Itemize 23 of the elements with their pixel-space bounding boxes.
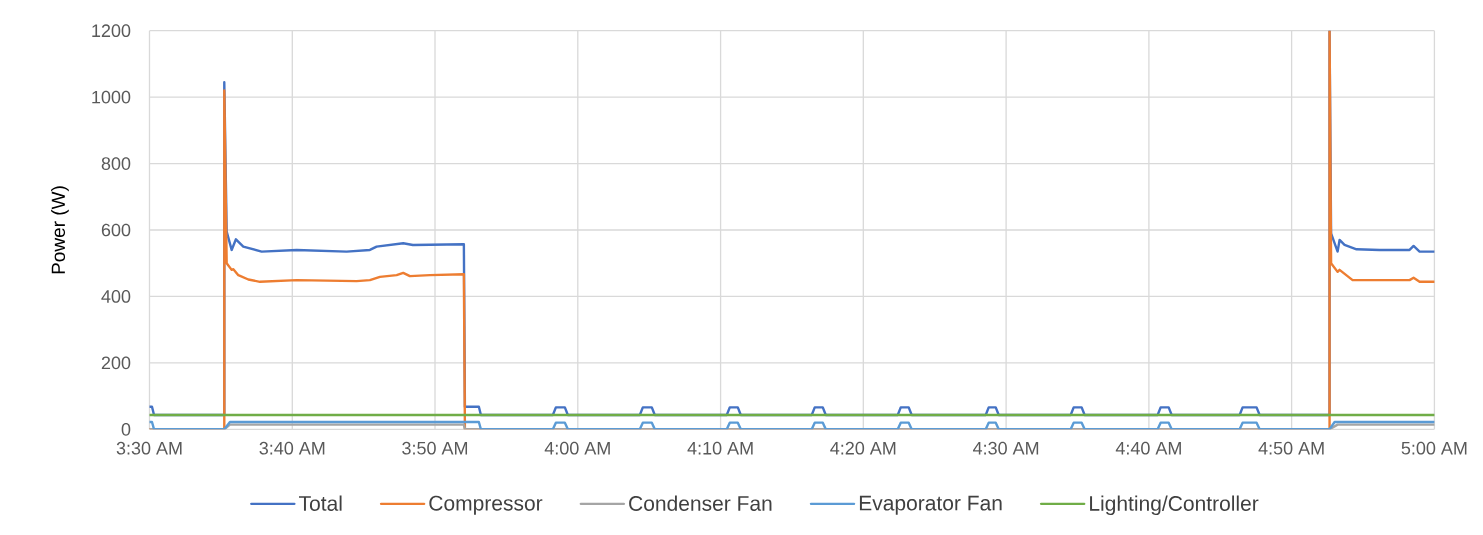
x-tick-label: 4:10 AM (687, 441, 753, 455)
x-tick-label: 4:50 AM (1258, 441, 1324, 455)
x-tick-label: 4:40 AM (1115, 441, 1181, 455)
y-tick-label: 1000 (92, 90, 131, 104)
x-tick-label: 3:40 AM (259, 441, 325, 455)
legend-label: Condenser Fan (629, 495, 772, 511)
x-tick-label: 3:30 AM (116, 441, 182, 455)
legend-label: Compressor (429, 495, 543, 515)
x-tick-label: 4:30 AM (972, 441, 1039, 455)
legend-label: Total (299, 495, 342, 511)
y-tick-label: 800 (101, 157, 131, 170)
y-tick-label: 600 (101, 223, 131, 237)
x-tick-label: 5:00 AM (1401, 441, 1467, 455)
legend-label: Evaporator Fan (859, 495, 1002, 515)
y-tick-label: 400 (101, 290, 131, 303)
legend-label: Lighting/Controller (1090, 495, 1259, 516)
y-tick-label: 0 (121, 422, 131, 436)
y-axis-title: Power (W) (51, 186, 69, 274)
x-tick-label: 4:20 AM (830, 441, 896, 455)
y-tick-label: 200 (101, 356, 131, 370)
y-tick-label: 1200 (92, 24, 131, 38)
x-tick-label: 3:50 AM (402, 441, 468, 455)
x-tick-label: 4:00 AM (544, 441, 610, 455)
